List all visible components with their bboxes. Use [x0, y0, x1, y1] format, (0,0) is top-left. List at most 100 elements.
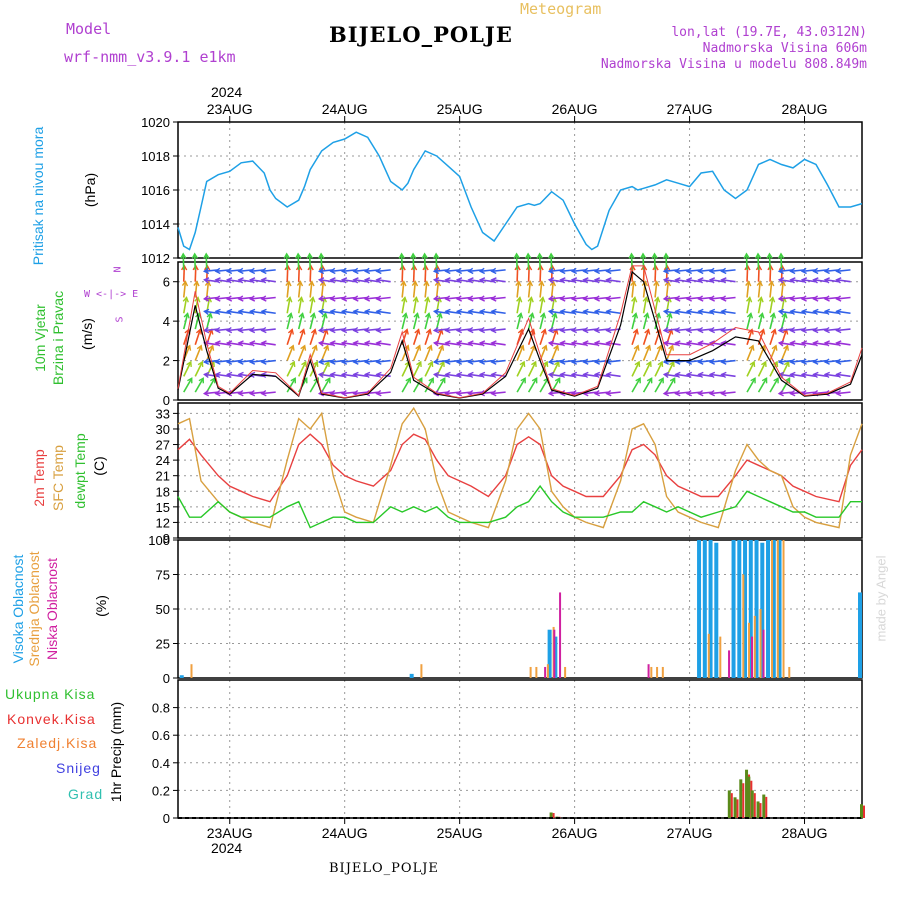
legend-graupel: Grad [68, 786, 103, 802]
wind-arrow [666, 254, 667, 270]
x-day-label-top: 28AUG [782, 101, 828, 117]
precip-bar [762, 795, 765, 818]
precip-bar [860, 804, 863, 818]
y-tick-label: 21 [156, 469, 170, 484]
compass-north: N [113, 266, 124, 272]
y-tick-label: 1012 [141, 251, 170, 266]
wind-title-2: Brzina i Pravac [50, 283, 66, 393]
y-tick-label: 4 [163, 314, 170, 329]
y-tick-label: 50 [156, 602, 170, 617]
cloud-bar-2 [553, 630, 555, 678]
compass-south: S [115, 316, 126, 322]
wind-arrow [402, 254, 403, 270]
cloud-bar-1 [788, 667, 790, 678]
y-tick-label: 15 [156, 500, 170, 515]
wind-arrow [436, 254, 437, 270]
precip-bar [747, 777, 750, 818]
precip-bar [739, 779, 742, 818]
wind-arrow [310, 254, 311, 270]
y-tick-label: 1018 [141, 149, 170, 164]
cloud-bar-0 [714, 543, 718, 678]
y-tick-label: 18 [156, 484, 170, 499]
lonlat-label: lon,lat (19.7E, 43.0312N) [671, 25, 867, 40]
cloud-bar-1 [564, 667, 566, 678]
y-tick-label: 1020 [141, 115, 170, 130]
panel-frame [178, 403, 862, 538]
y-tick-label: 27 [156, 438, 170, 453]
y-tick-label: 1016 [141, 183, 170, 198]
x-day-label-top: 27AUG [667, 101, 713, 117]
cloud-bar-0 [697, 540, 701, 678]
y-tick-label: 2 [163, 354, 170, 369]
cloud-bar-1 [777, 540, 779, 678]
precip-unit: 1hr Precip (mm) [108, 692, 124, 812]
precip-conv-bar [754, 793, 756, 818]
cloud-mid-title: Srednja Oblacnost [26, 529, 42, 689]
y-tick-label: 33 [156, 406, 170, 421]
x-day-label-bottom: 24AUG [322, 825, 368, 841]
cloud-bar-1 [754, 616, 756, 678]
precip-bar [734, 797, 737, 818]
wind-arrow [781, 254, 782, 270]
compass-axis: W <-|-> E [84, 289, 138, 300]
cloud-bar-1 [783, 540, 785, 678]
precip-conv-bar [742, 783, 744, 818]
wind-arrow [540, 254, 541, 270]
wind-arrow [551, 254, 552, 270]
y-tick-label: 0.8 [152, 701, 170, 716]
temp-dewpt-title: dewpt Temp [72, 421, 88, 521]
x-day-label-bottom: 26AUG [552, 825, 598, 841]
cloud-bar-2 [559, 592, 561, 678]
station-title: BIJELO_POLJE [329, 22, 513, 47]
y-tick-label: 25 [156, 637, 170, 652]
cloud-bar-1 [771, 540, 773, 678]
wind-arrow [517, 254, 518, 270]
y-tick-label: 12 [156, 515, 170, 530]
temp-2m-title: 2m Temp [31, 433, 47, 523]
y-tick-label: 0 [163, 671, 170, 686]
wind-arrow [183, 254, 184, 270]
panel-frame [178, 680, 862, 818]
wind-arrow [287, 254, 288, 270]
y-tick-label: 6 [163, 275, 170, 290]
cloud-bar-1 [190, 664, 192, 678]
cloud-bar-2 [763, 630, 765, 678]
cloud-bar-1 [662, 667, 664, 678]
y-tick-label: 0.2 [152, 783, 170, 798]
precip-bar [757, 801, 760, 818]
precip-bar [728, 790, 731, 818]
cloud-bar-0 [410, 674, 414, 678]
y-tick-label: 30 [156, 422, 170, 437]
cloud-bar-1 [530, 667, 532, 678]
cloud-bar-0 [703, 540, 707, 678]
cloud-low-title: Niska Oblacnost [44, 549, 60, 669]
model-label: Model [66, 20, 111, 38]
pressure-unit: (hPa) [82, 160, 98, 220]
cloud-bar-1 [708, 634, 710, 678]
wind-title: 10m Vjetar [32, 293, 48, 383]
meteogram-canvas: 1012101410161018102002469121518212427303… [0, 0, 900, 900]
wind-arrow [655, 254, 656, 270]
cloud-bar-1 [547, 664, 549, 678]
wind-arrow [206, 254, 207, 270]
pressure-title: Pritisak na nivou mora [30, 106, 46, 286]
x-day-label-top: 23AUG [207, 101, 253, 117]
y-tick-label: 0.6 [152, 728, 170, 743]
wind-arrow [298, 254, 299, 270]
precip-conv-bar [760, 803, 762, 818]
x-day-label-bottom: 27AUG [667, 825, 713, 841]
precip-conv-bar [765, 797, 767, 818]
precip-conv-bar [731, 793, 733, 818]
wind-arrow [528, 254, 529, 270]
cloud-bar-1 [420, 664, 422, 678]
legend-frozen-rain: Zaledj.Kisa [17, 735, 97, 751]
x-day-label-bottom: 23AUG [207, 825, 253, 841]
model-altitude-label: Nadmorska Visina u modelu 808.849m [601, 57, 867, 72]
precip-conv-bar [863, 806, 865, 818]
footer-station: BIJELO_POLJE [329, 861, 439, 876]
altitude-label: Nadmorska Visina 606m [703, 41, 867, 56]
cloud-bar-1 [535, 667, 537, 678]
cloud-bar-0 [737, 540, 741, 678]
cloud-bar-1 [719, 637, 721, 678]
x-day-label-bottom: 28AUG [782, 825, 828, 841]
